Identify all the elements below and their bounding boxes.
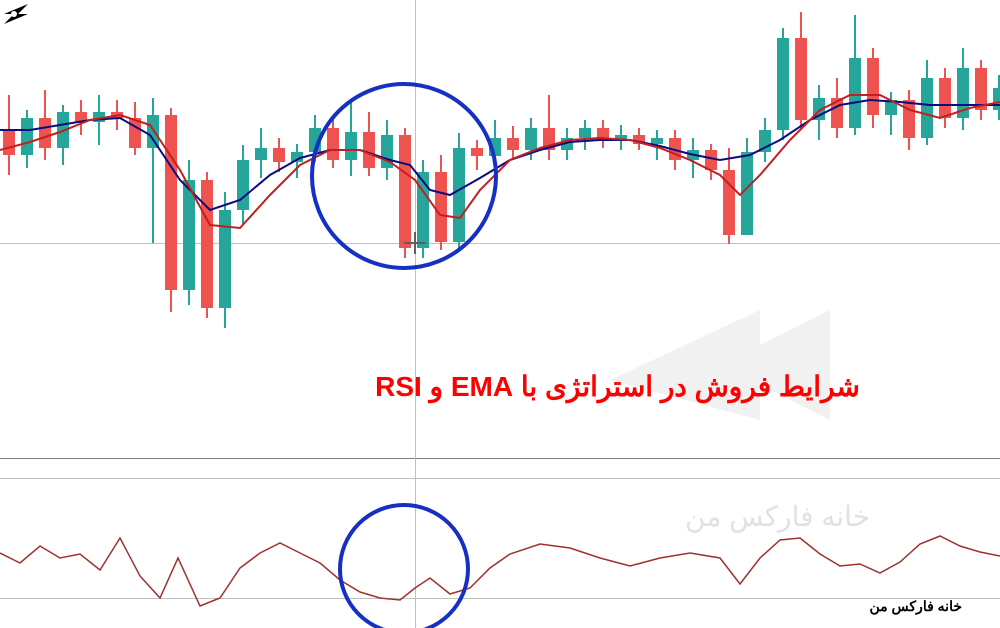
rsi-line [0, 536, 1000, 606]
rsi-panel [0, 458, 1000, 628]
rsi-annotation-circle [338, 503, 470, 628]
logo-icon [0, 0, 30, 30]
logo-text: خانه فارکس من [870, 598, 963, 615]
price-panel: شرایط فروش در استراتژی با EMA و RSI [0, 0, 1000, 459]
rsi-line-svg [0, 458, 1000, 628]
chart-title: شرایط فروش در استراتژی با EMA و RSI [375, 370, 860, 403]
trading-chart-container: شرایط فروش در استراتژی با EMA و RSI خانه… [0, 0, 1000, 628]
